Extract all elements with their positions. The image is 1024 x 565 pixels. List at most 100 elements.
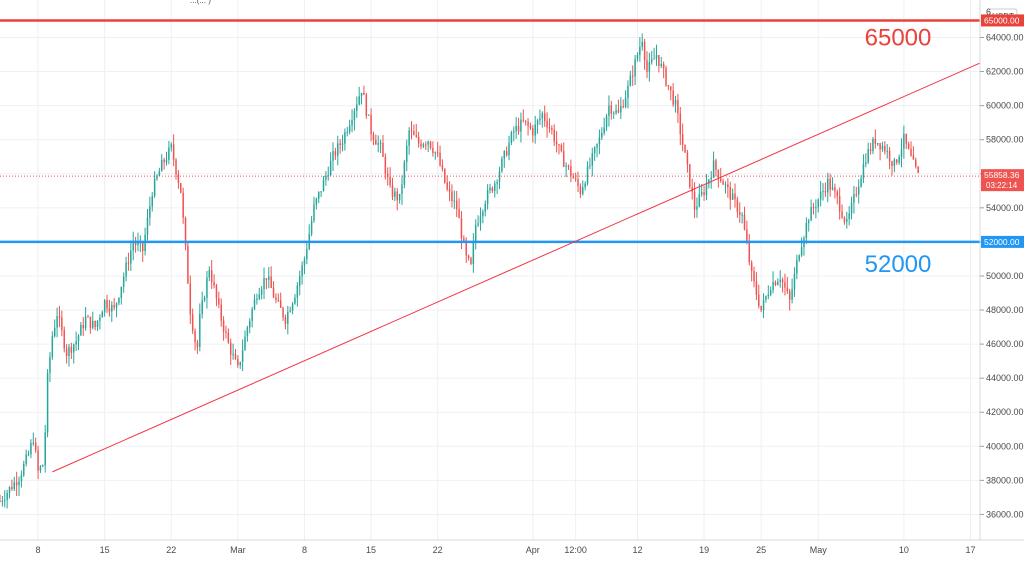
candle-body (646, 60, 648, 72)
candle-body (665, 68, 667, 86)
candle-body (648, 62, 651, 72)
candle-body (379, 142, 382, 144)
x-tick-label: 19 (699, 545, 709, 555)
candle-body (246, 327, 249, 337)
candle-body (420, 143, 422, 147)
y-tick-label: 44000.00 (986, 373, 1024, 383)
candle-body (736, 199, 739, 213)
level-axis-label: 52000.00 (984, 237, 1020, 247)
candle-body (589, 165, 591, 167)
candle-body (805, 222, 808, 239)
candle-body (382, 142, 384, 157)
candle-body (670, 86, 672, 91)
candle-body (451, 191, 453, 202)
candle-body (541, 113, 544, 119)
candle-body (860, 178, 862, 187)
candle-body (75, 341, 77, 345)
candle-body (11, 487, 13, 490)
level-axis-label: 65000.00 (984, 15, 1020, 25)
candle-body (377, 143, 379, 145)
candle-body (472, 242, 475, 264)
candle-body (717, 169, 720, 179)
x-tick-label: 22 (433, 545, 443, 555)
candle-body (831, 187, 834, 190)
candle-body (413, 131, 415, 135)
candle-body (608, 105, 610, 116)
price-axis: 36000.00 38000.00 40000.00 42000.00 44000.00… (980, 32, 1024, 519)
level-annotation: 65000 (865, 24, 932, 51)
candle-body (527, 121, 529, 126)
candle-body (536, 120, 539, 125)
candle-body (146, 217, 149, 235)
candle-body (265, 278, 268, 280)
candle-body (653, 58, 655, 60)
candle-body (313, 204, 315, 221)
candle-body (674, 99, 677, 105)
candle-body (479, 216, 482, 224)
candle-body (570, 166, 572, 177)
candle-body (529, 125, 532, 129)
candle-body (429, 141, 432, 148)
candle-body (508, 142, 510, 156)
candle-body (910, 148, 912, 156)
candle-body (353, 110, 356, 121)
candle-body (777, 281, 779, 285)
candle-body (520, 119, 522, 132)
candle-body (191, 314, 194, 331)
candle-body (327, 175, 330, 177)
candle-body (672, 90, 674, 105)
candle-body (94, 320, 96, 328)
candle-body (253, 299, 256, 310)
candle-body (584, 183, 586, 188)
candle-body (865, 162, 867, 164)
candle-body (815, 207, 817, 209)
candle-body (698, 194, 701, 207)
candle-body (629, 75, 632, 86)
candle-body (703, 192, 705, 196)
candle-body (524, 120, 527, 122)
candle-body (282, 307, 284, 318)
candle-body (627, 85, 629, 98)
candle-body (532, 128, 534, 136)
candle-body (758, 294, 760, 306)
x-tick-label: Apr (526, 545, 540, 555)
candle-body (325, 175, 327, 180)
candle-body (741, 214, 743, 216)
candle-body (708, 179, 710, 184)
candle-body (237, 358, 239, 366)
candle-body (917, 166, 919, 173)
candle-body (4, 499, 6, 501)
candle-body (37, 450, 39, 471)
candle-body (515, 125, 517, 132)
candle-body (548, 127, 551, 129)
candle-body (734, 193, 736, 200)
level-axis-badge (981, 235, 1024, 248)
candle-body (539, 118, 541, 121)
candle-body (208, 270, 211, 278)
candle-body (337, 143, 339, 156)
candle-body (513, 131, 515, 133)
candle-body (834, 187, 836, 192)
candle-body (15, 482, 18, 486)
candle-body (505, 151, 508, 156)
candle-body (912, 155, 915, 160)
candle-body (546, 120, 548, 128)
candle-body (750, 262, 753, 272)
y-tick-label: 48000.00 (986, 305, 1024, 315)
candle-body (92, 320, 94, 328)
candle-body (210, 270, 213, 283)
candle-body (593, 147, 596, 154)
candle-body (620, 106, 622, 113)
trendline[interactable] (52, 62, 981, 473)
candle-body (731, 193, 734, 200)
candle-body (289, 310, 291, 312)
candle-body (719, 178, 722, 182)
candle-body (812, 206, 815, 209)
y-tick-label: 40000.00 (986, 441, 1024, 451)
candle-body (386, 173, 389, 178)
candle-body (681, 134, 684, 145)
candle-body (125, 262, 127, 277)
candle-body (658, 54, 660, 66)
